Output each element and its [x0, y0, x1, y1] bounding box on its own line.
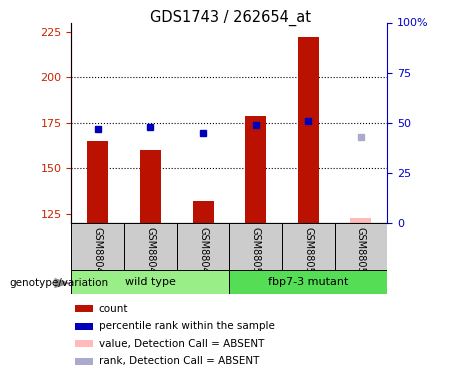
Text: count: count — [99, 304, 128, 314]
Bar — [335, 223, 387, 270]
Bar — [245, 116, 266, 223]
Bar — [124, 223, 177, 270]
Text: GSM88052: GSM88052 — [251, 227, 260, 280]
Text: wild type: wild type — [125, 277, 176, 287]
Polygon shape — [54, 278, 71, 288]
Bar — [193, 201, 213, 223]
Bar — [177, 223, 229, 270]
Text: GSM88044: GSM88044 — [145, 227, 155, 280]
Bar — [282, 223, 335, 270]
Bar — [229, 223, 282, 270]
Bar — [71, 223, 124, 270]
Text: GSM88045: GSM88045 — [198, 227, 208, 280]
Bar — [350, 217, 372, 223]
Bar — [229, 270, 387, 294]
Bar — [140, 150, 161, 223]
Bar — [87, 141, 108, 223]
Text: GSM88054: GSM88054 — [356, 227, 366, 280]
Text: GSM88053: GSM88053 — [303, 227, 313, 280]
Bar — [71, 270, 230, 294]
Bar — [298, 37, 319, 223]
Text: value, Detection Call = ABSENT: value, Detection Call = ABSENT — [99, 339, 264, 349]
Bar — [75, 305, 93, 312]
Text: rank, Detection Call = ABSENT: rank, Detection Call = ABSENT — [99, 356, 259, 366]
Text: percentile rank within the sample: percentile rank within the sample — [99, 321, 274, 331]
Bar — [75, 340, 93, 347]
Bar — [75, 322, 93, 330]
Text: genotype/variation: genotype/variation — [9, 278, 108, 288]
Text: GDS1743 / 262654_at: GDS1743 / 262654_at — [150, 9, 311, 26]
Text: GSM88043: GSM88043 — [93, 227, 103, 280]
Text: fbp7-3 mutant: fbp7-3 mutant — [268, 277, 349, 287]
Bar — [75, 357, 93, 364]
